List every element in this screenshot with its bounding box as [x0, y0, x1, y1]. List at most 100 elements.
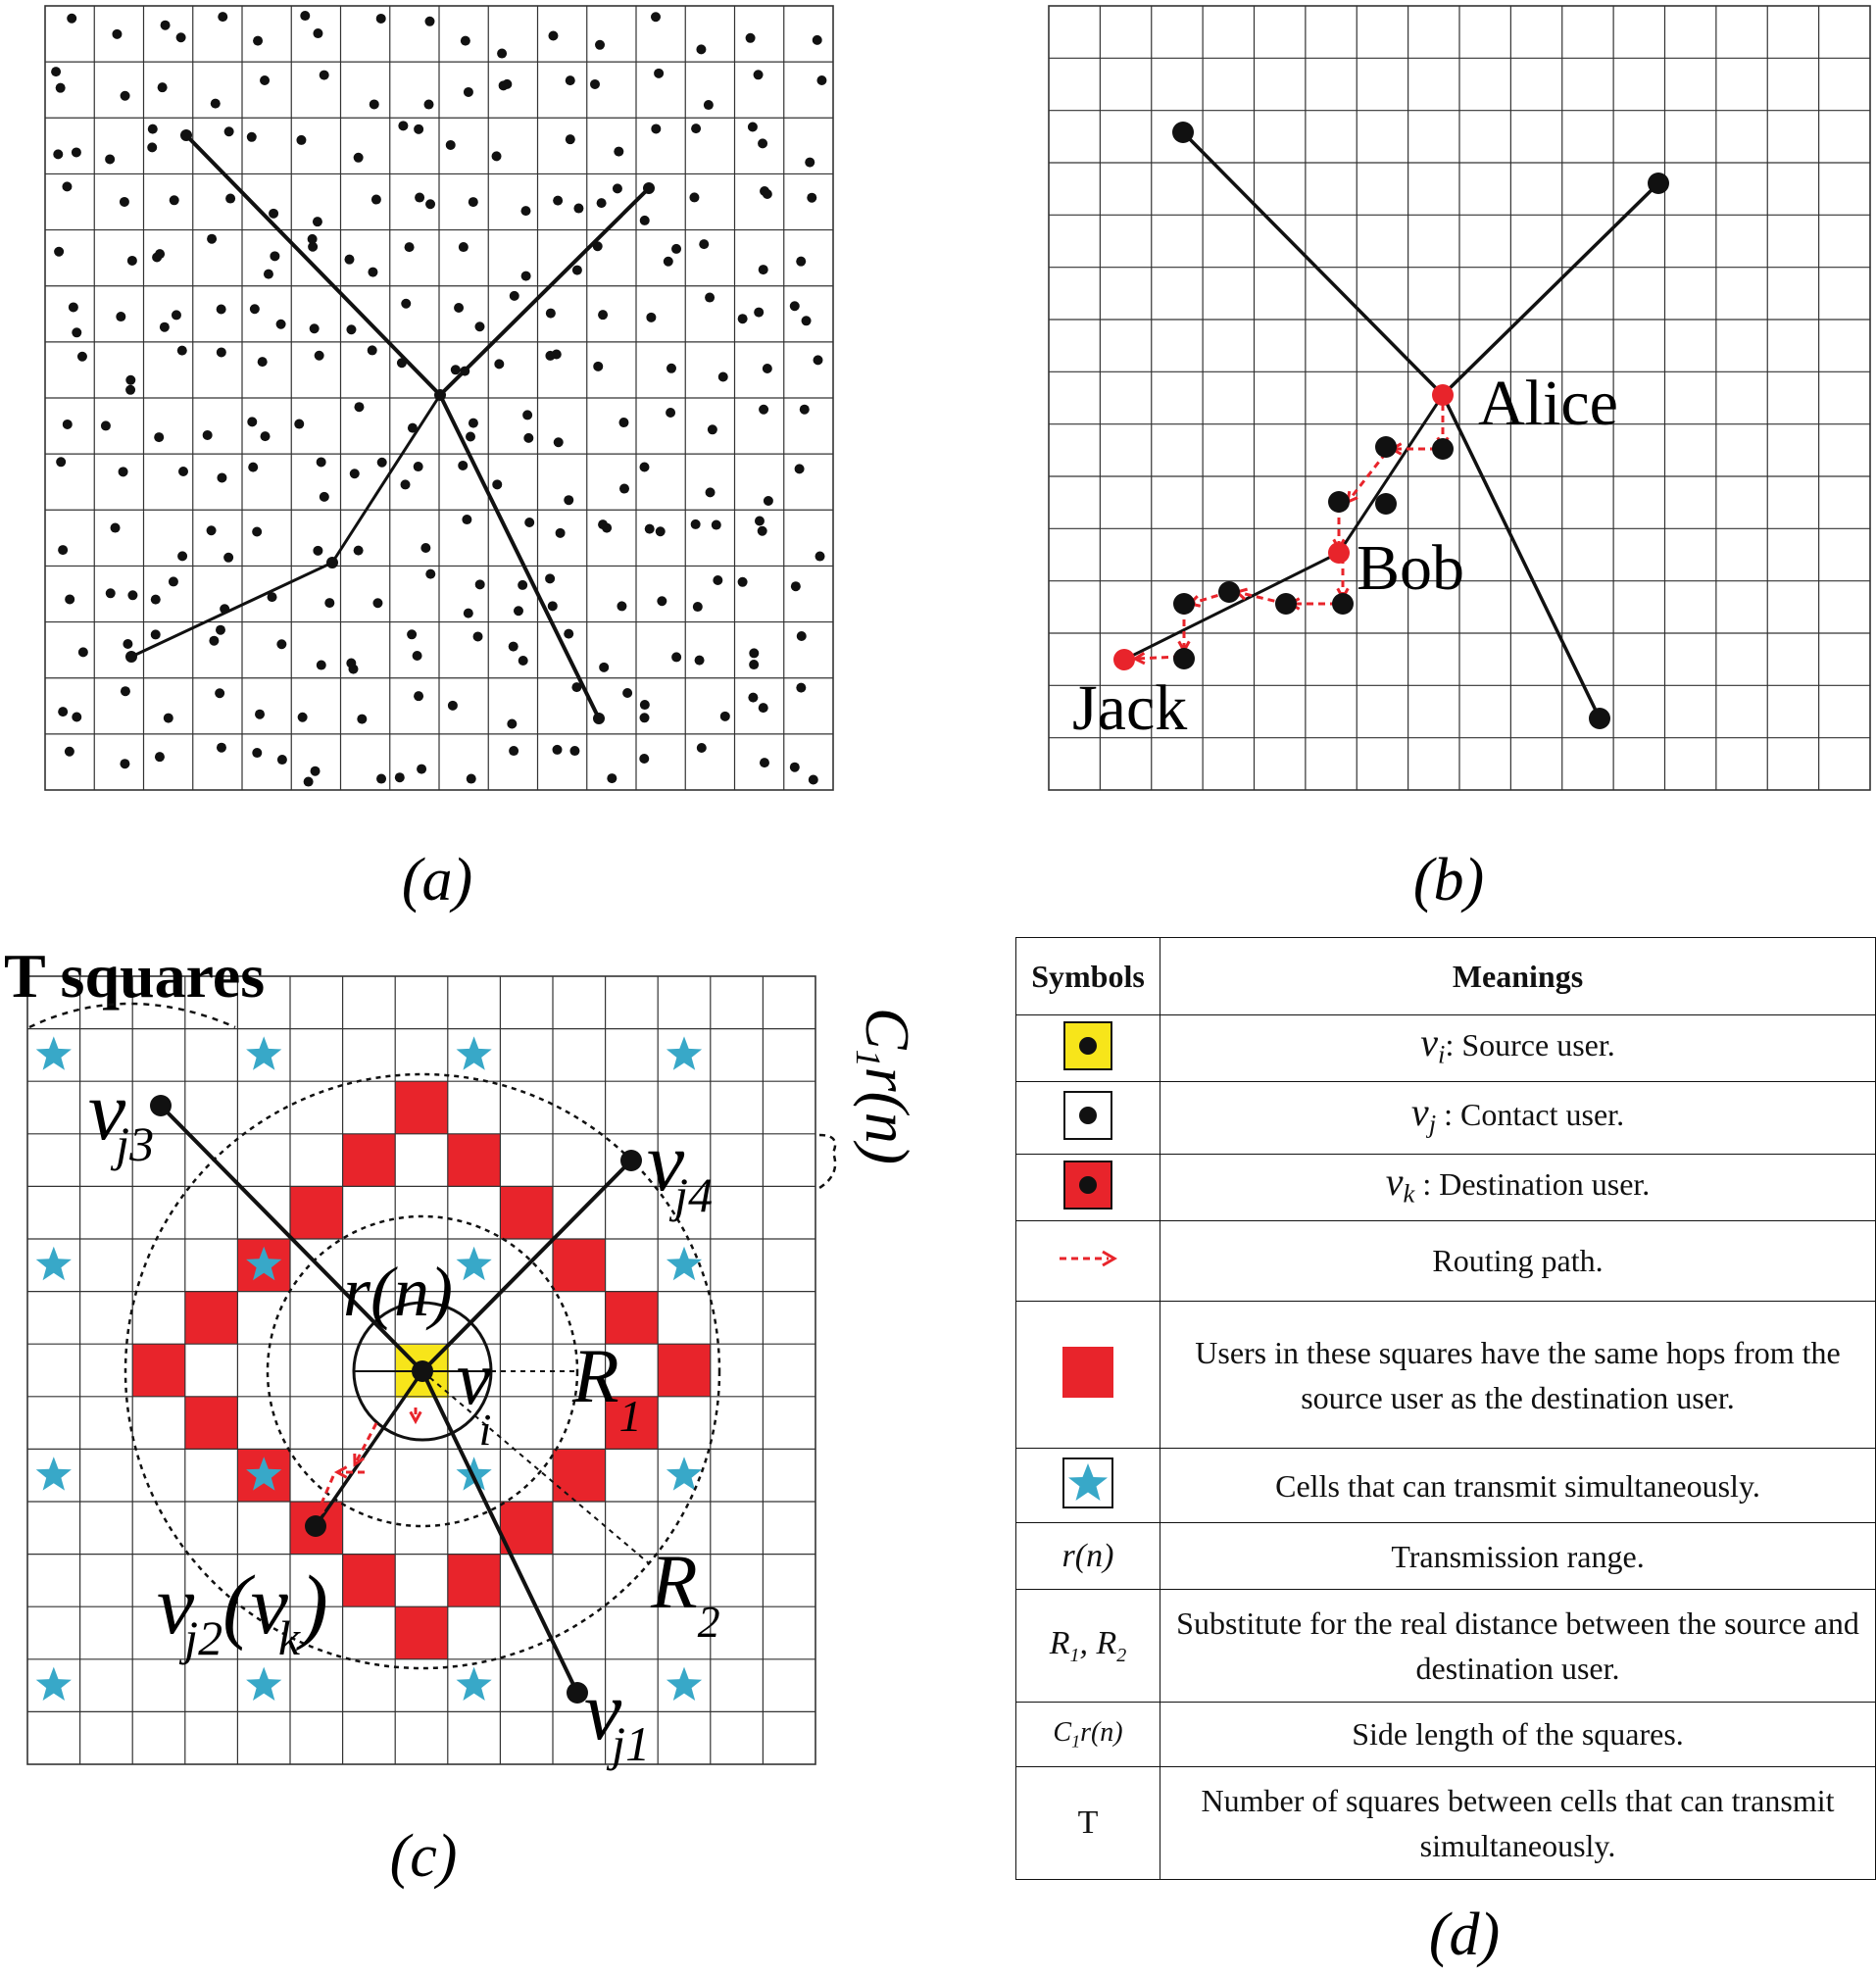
- user-dot: [650, 12, 661, 23]
- user-dot: [607, 773, 617, 784]
- user-dot: [407, 629, 418, 640]
- user-dot: [507, 718, 518, 729]
- user-dot: [1375, 493, 1397, 515]
- user-dot: [169, 195, 179, 206]
- simultaneous-cells: [35, 1036, 703, 1701]
- vj3-label: vj3: [88, 1063, 154, 1171]
- blue-star-icon: [35, 1666, 72, 1701]
- legend-meaning: Transmission range.: [1160, 1522, 1876, 1590]
- user-dot: [472, 631, 483, 642]
- user-dot: [202, 429, 213, 440]
- red-square: [658, 1344, 711, 1397]
- c1rn-c: C: [853, 1008, 922, 1051]
- sym-c-sub: 1: [1071, 1731, 1081, 1752]
- user-dot: [463, 608, 473, 618]
- user-dot: [762, 363, 772, 373]
- user-dot: [553, 195, 564, 206]
- user-dot: [62, 181, 73, 192]
- rn-label: r(n): [343, 1253, 453, 1331]
- red-square: [184, 1291, 238, 1345]
- user-dot: [225, 193, 236, 204]
- red-square-icon: [1062, 1347, 1113, 1399]
- var-sub: j: [1428, 1109, 1437, 1139]
- user-dot: [445, 139, 456, 150]
- user-dot: [458, 242, 469, 253]
- user-dot: [651, 124, 662, 134]
- user-dot: [425, 199, 436, 210]
- red-square: [342, 1554, 396, 1607]
- red-square: [447, 1133, 501, 1187]
- route-node: [434, 389, 446, 401]
- user-dot: [565, 134, 575, 145]
- route-line: [420, 1159, 633, 1373]
- user-dot: [671, 243, 682, 254]
- user-dot: [719, 711, 730, 721]
- user-dot: [62, 419, 73, 429]
- vk-sub: k: [278, 1610, 301, 1665]
- user-dot: [816, 75, 827, 86]
- user-dot: [747, 122, 758, 132]
- user-dot: [150, 1095, 172, 1116]
- legend-meaning: vj : Contact user.: [1160, 1080, 1876, 1155]
- user-dot: [316, 660, 326, 670]
- user-dot: [491, 151, 502, 162]
- legend-symbol: [1015, 1448, 1160, 1524]
- legend-meaning: vk : Destination user.: [1160, 1153, 1876, 1221]
- meaning-text: : Destination user.: [1414, 1165, 1651, 1202]
- user-dot: [163, 713, 173, 723]
- user-dot: [564, 628, 574, 639]
- panel-b-grid: [1048, 5, 1871, 791]
- bob-label: Bob: [1357, 532, 1464, 604]
- red-square: [132, 1344, 185, 1397]
- vj1-sub: j1: [606, 1716, 650, 1771]
- user-dot: [622, 688, 633, 699]
- user-dot: [72, 327, 82, 338]
- user-dot: [759, 758, 769, 768]
- blue-star-icon: [456, 1457, 492, 1491]
- user-dot: [593, 361, 604, 371]
- user-dot: [370, 194, 381, 205]
- route-node: [180, 129, 192, 141]
- user-dot: [67, 13, 77, 24]
- user-dot: [690, 519, 701, 529]
- user-dot: [58, 545, 69, 556]
- user-dot: [758, 138, 768, 149]
- user-dot: [110, 522, 121, 533]
- user-dot: [790, 581, 801, 592]
- legend-table: Symbols Meanings vi: Source user. vj : C…: [1015, 936, 1876, 1881]
- red-square: [605, 1291, 659, 1345]
- user-dot: [215, 688, 225, 699]
- user-dot: [308, 241, 319, 252]
- user-dot: [599, 662, 610, 672]
- user-dot: [705, 487, 716, 498]
- user-dot: [509, 746, 519, 757]
- user-dot: [703, 100, 714, 111]
- route-line: [130, 394, 442, 659]
- user-dot: [310, 766, 321, 776]
- user-dot: [300, 11, 311, 22]
- var-sub: k: [1403, 1178, 1415, 1209]
- blue-star-icon: [666, 1666, 703, 1701]
- user-dot: [413, 462, 423, 472]
- legend-meaning: Side length of the squares.: [1160, 1702, 1876, 1767]
- legend-row-destination: vk : Destination user.: [1015, 1153, 1876, 1221]
- user-dot: [813, 355, 823, 366]
- user-dot: [799, 404, 810, 415]
- route-node: [125, 651, 137, 663]
- route-line: [314, 1370, 424, 1527]
- blue-star-icon: [35, 1246, 72, 1281]
- legend-row-distance: R1, R2 Substitute for the real distance …: [1015, 1588, 1876, 1704]
- user-dot: [125, 384, 136, 395]
- user-dot: [520, 271, 531, 281]
- user-dot: [801, 316, 812, 326]
- user-dot: [276, 639, 287, 650]
- panel-b-caption: (b): [1413, 847, 1484, 914]
- vj2-sub: j2: [178, 1610, 222, 1665]
- user-dot: [808, 774, 818, 785]
- sym-r2: , R: [1079, 1624, 1117, 1661]
- panel-c-grid-border: [26, 975, 816, 1765]
- user-dot: [509, 290, 519, 301]
- user-dot: [737, 576, 748, 587]
- user-dot: [71, 147, 81, 158]
- user-dot: [425, 568, 436, 579]
